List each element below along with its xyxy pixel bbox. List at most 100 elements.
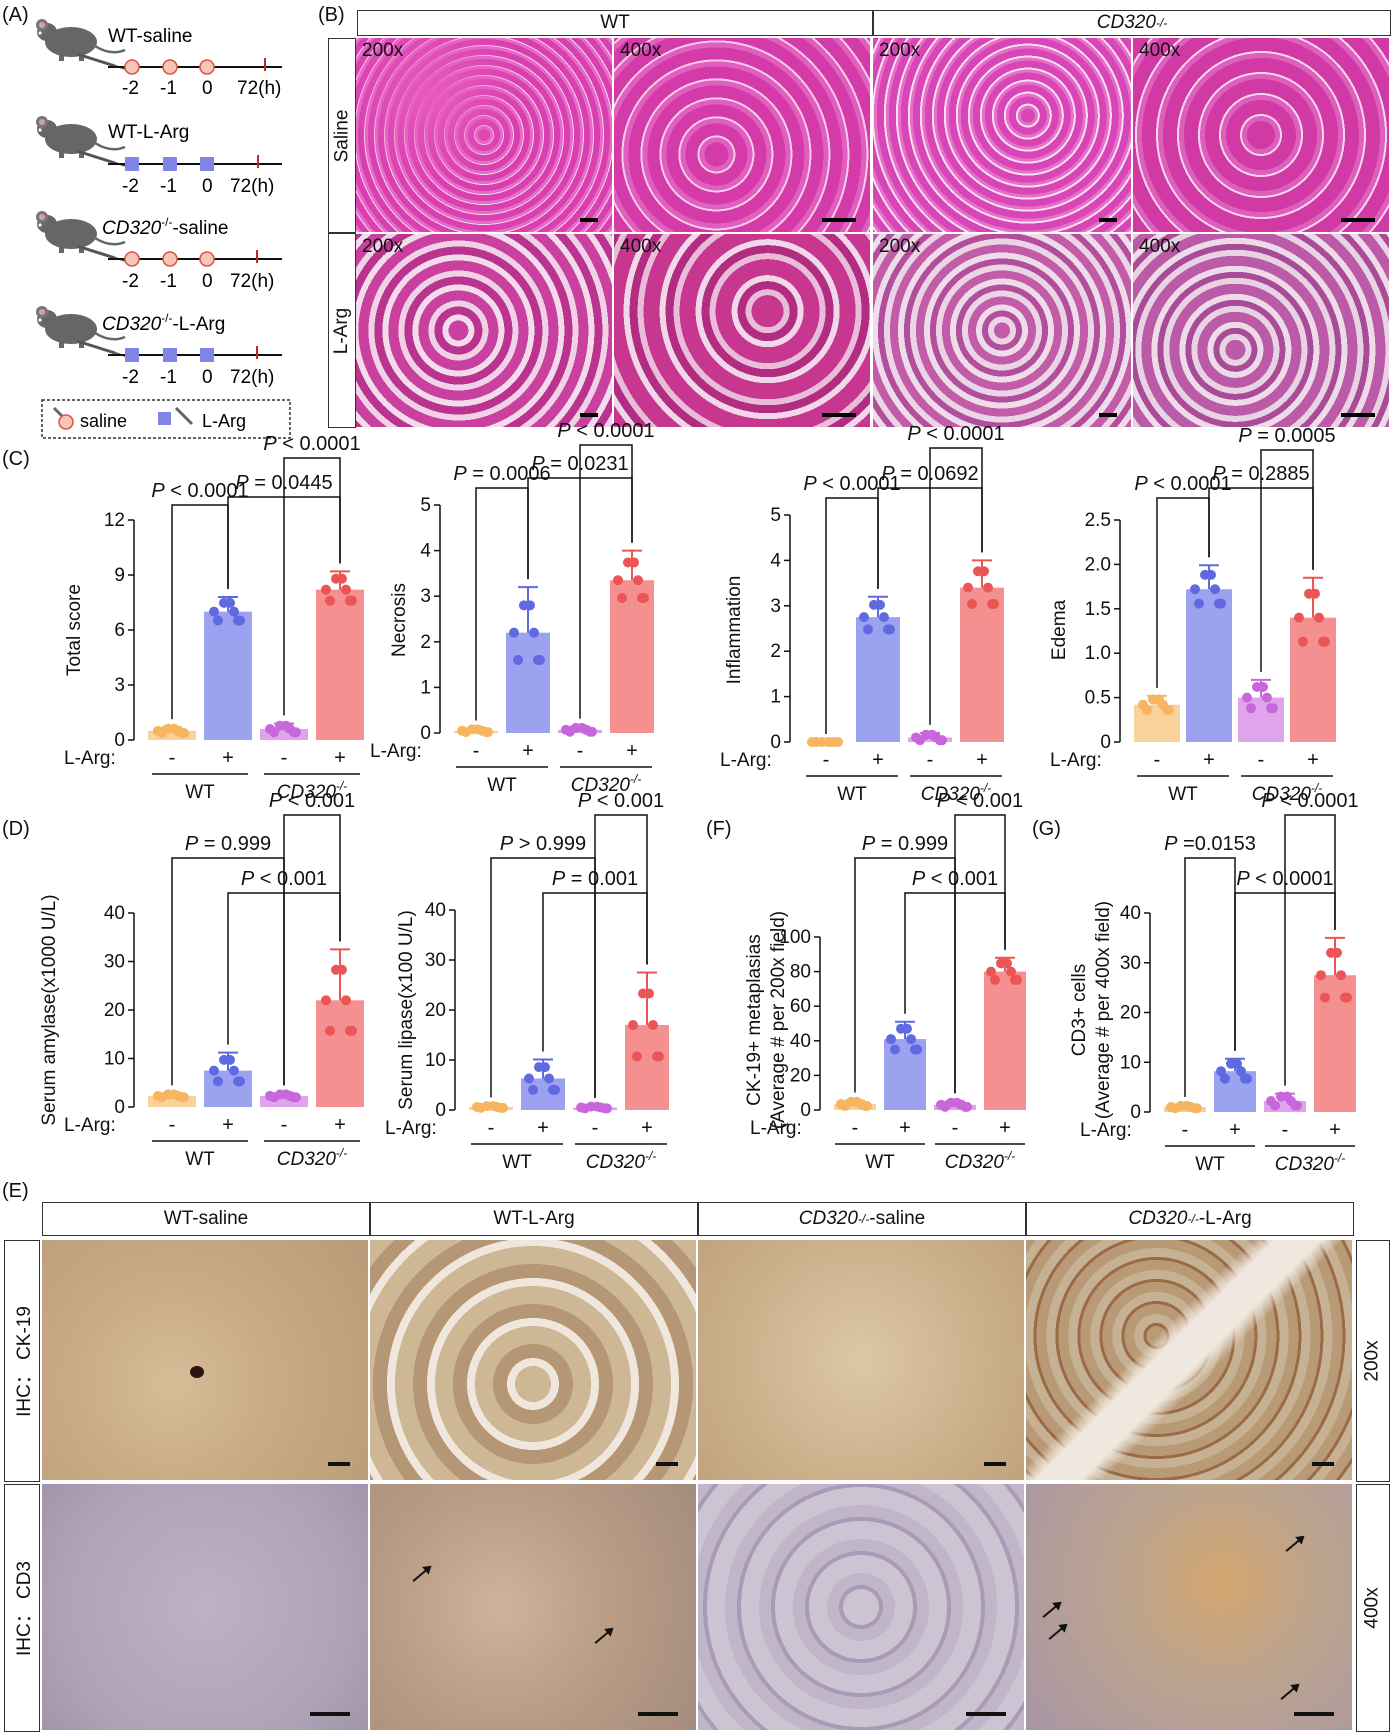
data-point <box>561 724 571 735</box>
data-point <box>213 1076 223 1087</box>
data-point <box>637 593 647 604</box>
data-point <box>345 1025 355 1036</box>
y-tick-label: 40 <box>790 1031 811 1052</box>
he-image-wt-larg-200x: 200x <box>356 234 612 427</box>
panel-e-header-ko-saline: CD320 -/- -saline <box>698 1202 1026 1236</box>
svg-text:72(h): 72(h) <box>230 176 274 197</box>
data-point <box>1314 612 1324 623</box>
panel-label-a: (A) <box>2 4 29 26</box>
data-point <box>481 727 491 738</box>
data-point <box>1190 584 1200 595</box>
p-value-label: P < 0.0001 <box>557 420 654 442</box>
data-point <box>859 612 869 623</box>
data-point <box>577 722 587 733</box>
panel-label-g: (G) <box>1032 818 1061 840</box>
data-point <box>1190 1103 1200 1114</box>
data-point <box>337 964 347 975</box>
y-tick-label: 6 <box>114 620 125 641</box>
data-point <box>529 627 539 638</box>
y-tick-label: 4 <box>420 541 431 562</box>
bar <box>908 737 952 742</box>
ihc-ck19-wt-larg <box>370 1240 696 1480</box>
p-value-label: P = 0.0006 <box>453 463 550 485</box>
data-point <box>548 1084 558 1095</box>
data-point <box>632 1051 642 1062</box>
data-point <box>617 593 627 604</box>
data-point <box>911 732 921 743</box>
data-point <box>1182 1100 1192 1111</box>
data-point <box>863 624 873 635</box>
p-value-label: P < 0.0001 <box>1134 473 1231 495</box>
arrow-icon <box>1285 1536 1304 1552</box>
y-tick-label: 2.0 <box>1085 554 1111 575</box>
bar <box>934 1104 976 1110</box>
y-axis-label: CK-19+ metaplasias <box>744 934 765 1106</box>
data-point <box>906 1034 916 1045</box>
panel-label-b: (B) <box>318 4 345 26</box>
y-tick-label: 40 <box>1120 903 1141 924</box>
bar <box>316 1000 364 1107</box>
data-point <box>1220 1073 1230 1084</box>
significance-bracket <box>527 477 633 580</box>
data-point <box>1010 974 1020 985</box>
group-label: WT-L-Arg <box>108 122 189 143</box>
x-treatment-label: L-Arg: <box>750 1118 802 1139</box>
data-point <box>233 1076 243 1087</box>
group-label-ko: CD320-/- <box>945 1149 1015 1173</box>
y-axis-label: (Average # per 400x field) <box>1093 901 1114 1119</box>
x-tick-label: - <box>473 740 480 762</box>
significance-bracket <box>877 487 983 589</box>
y-tick-label: 12 <box>104 510 125 531</box>
bar <box>260 729 308 740</box>
x-tick-label: - <box>281 747 288 769</box>
group-label-wt: WT <box>502 1152 532 1173</box>
data-point <box>960 1101 970 1112</box>
y-axis-label: Inflammation <box>724 576 745 685</box>
data-point <box>177 728 187 739</box>
data-point <box>528 1084 538 1095</box>
data-point <box>281 720 291 731</box>
panel-label-f: (F) <box>706 818 732 840</box>
data-point <box>1294 612 1304 623</box>
panel-e-header-wt-larg: WT-L-Arg <box>370 1202 698 1236</box>
x-tick-label: + <box>899 1117 911 1139</box>
panel-e-mag-400x: 400x <box>1356 1484 1390 1732</box>
y-tick-label: 0 <box>1100 732 1111 753</box>
panel-a-timelines: WT-saline -2 -1 0 72(h) WT-L-Arg -2 -1 0… <box>34 17 291 439</box>
data-point <box>585 726 595 737</box>
data-point <box>879 612 889 623</box>
data-point <box>345 595 355 606</box>
data-point <box>1282 1091 1292 1102</box>
data-point <box>337 573 347 584</box>
svg-text:72(h): 72(h) <box>230 271 274 292</box>
data-point <box>831 737 841 747</box>
y-tick-label: 1 <box>420 677 431 698</box>
panel-b-header-wt: WT <box>357 10 873 36</box>
y-tick-label: 0 <box>420 723 431 744</box>
data-point <box>875 599 885 610</box>
y-tick-label: 9 <box>114 565 125 586</box>
bar <box>960 587 1004 742</box>
he-image-ko-larg-200x: 200x <box>873 234 1131 427</box>
data-point <box>1166 1102 1176 1113</box>
y-tick-label: 0 <box>435 1100 446 1121</box>
svg-text:0: 0 <box>202 176 213 197</box>
data-point <box>341 995 351 1006</box>
data-point <box>987 598 997 609</box>
significance-bracket <box>1208 487 1314 570</box>
arrow-icon <box>1280 1684 1299 1700</box>
y-tick-label: 20 <box>425 1000 446 1021</box>
y-axis-label: CD3+ cells <box>1069 964 1090 1056</box>
data-point <box>963 582 973 593</box>
significance-bracket <box>227 496 341 589</box>
group-label-ko: CD320-/- <box>1275 1151 1345 1175</box>
y-tick-label: 0 <box>114 1097 125 1118</box>
ihc-cd3-ko-saline <box>698 1484 1024 1730</box>
y-tick-label: 5 <box>770 505 781 526</box>
data-point <box>628 1020 638 1030</box>
x-tick-label: + <box>1203 749 1215 771</box>
x-tick-label: + <box>999 1117 1011 1139</box>
data-point <box>883 624 893 635</box>
panel-b-row-saline: Saline <box>328 38 356 233</box>
